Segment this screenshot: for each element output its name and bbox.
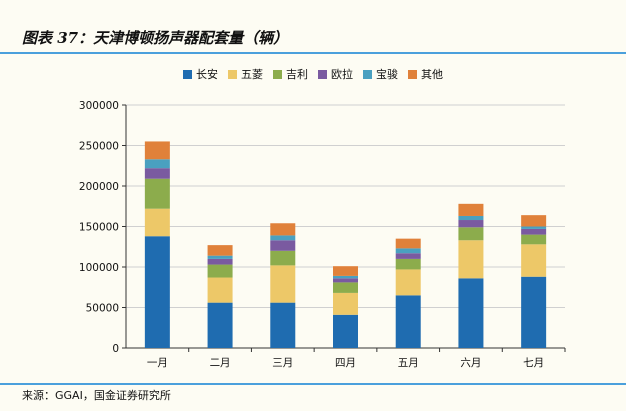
legend: 长安 五菱 吉利 欧拉 宝骏 其他 <box>0 66 626 82</box>
bar-1-2 <box>207 302 233 348</box>
bar-4-3 <box>270 240 296 251</box>
top-divider <box>0 52 626 54</box>
bar-4-2 <box>207 258 233 265</box>
bar-5-1 <box>144 159 170 169</box>
legend-item: 五菱 <box>228 66 263 82</box>
bar-6-5 <box>395 238 421 249</box>
bar-3-5 <box>395 258 421 270</box>
bar-4-7 <box>521 228 547 235</box>
bar-3-1 <box>144 178 170 209</box>
bar-6-1 <box>144 141 170 160</box>
legend-label: 其他 <box>421 68 443 81</box>
bar-6-6 <box>458 203 484 216</box>
bar-5-4 <box>333 275 358 279</box>
bar-1-3 <box>270 302 296 348</box>
bar-1-4 <box>333 314 358 348</box>
bar-4-6 <box>458 220 484 228</box>
bar-6-2 <box>207 245 233 256</box>
bar-2-4 <box>333 292 358 315</box>
bar-1-5 <box>395 295 421 348</box>
bottom-divider <box>0 383 626 385</box>
bar-2-1 <box>144 208 170 237</box>
x-tick-label: 七月 <box>523 357 544 369</box>
legend-item: 欧拉 <box>318 66 353 82</box>
bar-1-6 <box>458 278 484 348</box>
bar-4-1 <box>144 168 170 179</box>
bar-2-3 <box>270 265 296 303</box>
bar-3-7 <box>521 234 547 245</box>
legend-label: 五菱 <box>241 68 263 81</box>
legend-label: 长安 <box>196 68 218 81</box>
legend-swatch <box>408 69 417 79</box>
chart-title: 图表 37：天津博顿扬声器配套量（辆） <box>22 29 289 47</box>
x-tick-label: 五月 <box>398 357 419 369</box>
source-note: 来源：GGAI，国金证券研究所 <box>22 389 171 402</box>
bar-3-3 <box>270 250 296 266</box>
bar-5-3 <box>270 235 296 241</box>
y-tick-label: 0 <box>112 343 119 355</box>
bar-3-2 <box>207 264 233 278</box>
bar-5-7 <box>521 226 547 229</box>
bar-1-7 <box>521 276 547 348</box>
bar-2-6 <box>458 240 484 279</box>
bar-6-7 <box>521 215 547 227</box>
bar-6-3 <box>270 223 296 236</box>
legend-item: 吉利 <box>273 66 308 82</box>
legend-item: 宝骏 <box>363 66 398 82</box>
legend-item: 长安 <box>183 66 218 82</box>
bar-4-4 <box>333 278 358 283</box>
bar-5-6 <box>458 215 484 221</box>
y-tick-label: 150000 <box>79 222 119 234</box>
bar-6-4 <box>333 266 358 276</box>
legend-label: 吉利 <box>286 68 308 81</box>
bar-5-2 <box>207 255 233 259</box>
legend-swatch <box>318 69 327 79</box>
bar-2-7 <box>521 244 547 277</box>
y-tick-label: 200000 <box>79 181 119 193</box>
bar-3-4 <box>333 282 358 293</box>
bar-1-1 <box>144 236 170 348</box>
bar-5-5 <box>395 248 421 254</box>
bar-2-2 <box>207 277 233 303</box>
legend-item: 其他 <box>408 66 443 82</box>
y-tick-label: 300000 <box>79 100 119 112</box>
bar-4-5 <box>395 253 421 259</box>
bar-2-5 <box>395 269 421 296</box>
x-tick-label: 四月 <box>335 357 356 369</box>
legend-swatch <box>183 69 192 79</box>
x-tick-label: 三月 <box>272 357 293 369</box>
legend-label: 宝骏 <box>376 68 398 81</box>
y-tick-label: 250000 <box>79 141 119 153</box>
y-tick-label: 100000 <box>79 262 119 274</box>
x-tick-label: 一月 <box>147 357 168 369</box>
legend-swatch <box>273 69 282 79</box>
x-tick-label: 六月 <box>460 357 481 369</box>
y-tick-label: 50000 <box>86 303 119 315</box>
bar-3-6 <box>458 227 484 241</box>
legend-swatch <box>228 69 237 79</box>
x-tick-label: 二月 <box>210 357 231 369</box>
legend-swatch <box>363 69 372 79</box>
legend-label: 欧拉 <box>331 68 353 81</box>
